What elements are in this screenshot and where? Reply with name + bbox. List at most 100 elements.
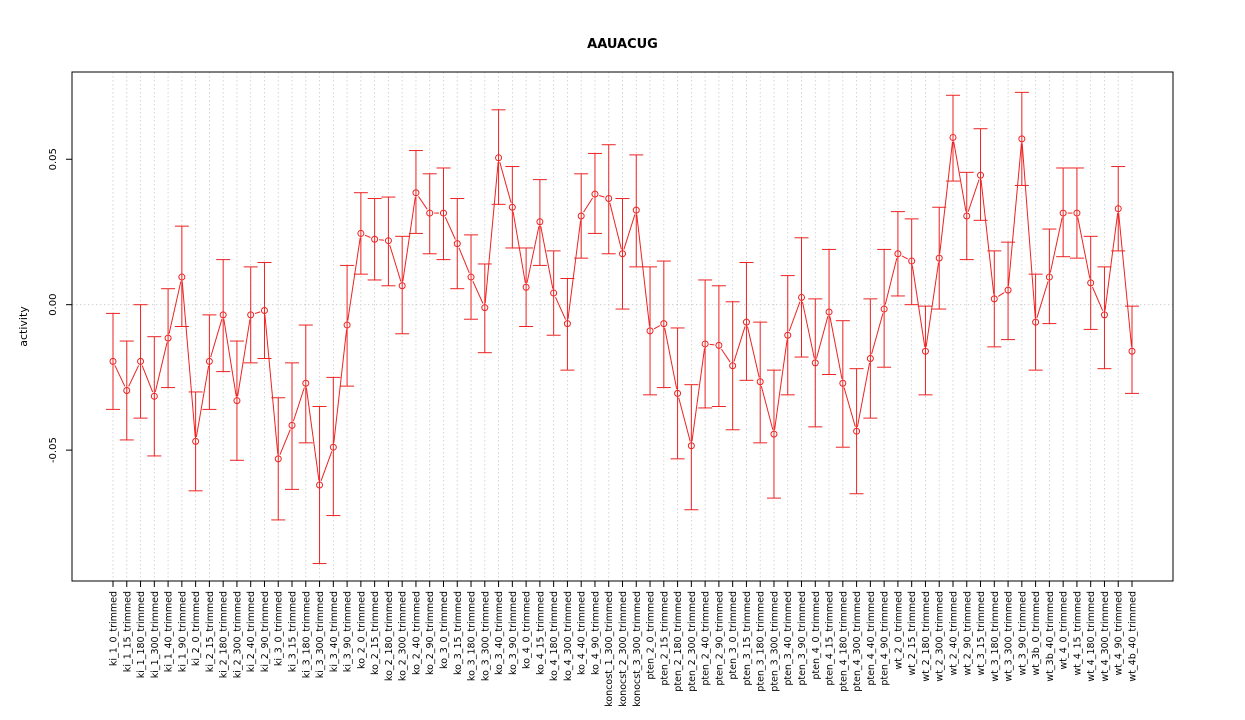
x-tick-label: pten_3_90_trimmed bbox=[797, 591, 808, 686]
series-segment bbox=[181, 281, 196, 437]
data-point bbox=[398, 282, 406, 290]
x-tick-label: ki_2_0_trimmed bbox=[191, 591, 202, 666]
data-point bbox=[825, 308, 833, 316]
x-tick-label: wt_4_180_trimmed bbox=[1086, 591, 1097, 682]
data-point bbox=[908, 257, 916, 265]
series-segment bbox=[141, 365, 154, 393]
x-tick-label: wt_4_300_trimmed bbox=[1100, 591, 1111, 682]
series-segment bbox=[223, 319, 237, 397]
x-tick-label: ko_4_40_trimmed bbox=[577, 591, 588, 675]
x-tick-label: wt_2_40_trimmed bbox=[948, 591, 959, 676]
data-point bbox=[481, 304, 489, 312]
x-tick-label: pten_2_0_trimmed bbox=[646, 591, 657, 680]
data-point bbox=[591, 190, 599, 198]
x-tick-label: pten_2_15_trimmed bbox=[659, 591, 670, 686]
x-tick-label: pten_3_300_trimmed bbox=[769, 591, 780, 692]
series-segment bbox=[653, 325, 661, 330]
series-segment bbox=[843, 387, 856, 428]
data-point bbox=[674, 389, 682, 397]
data-point bbox=[632, 206, 640, 214]
x-tick-label: ko_2_0_trimmed bbox=[356, 591, 367, 669]
series-segment bbox=[305, 387, 320, 481]
series-segment bbox=[210, 319, 223, 358]
data-point bbox=[371, 235, 379, 243]
data-point bbox=[756, 378, 764, 386]
data-point bbox=[357, 229, 365, 237]
series-segment bbox=[829, 316, 843, 379]
data-point bbox=[150, 392, 158, 400]
data-point bbox=[770, 430, 778, 438]
data-point bbox=[426, 209, 434, 217]
series-segment bbox=[746, 326, 760, 378]
data-point bbox=[894, 250, 902, 258]
data-point bbox=[715, 341, 723, 349]
data-point bbox=[536, 218, 544, 226]
data-point bbox=[1087, 279, 1095, 287]
x-tick-label: ki_3_15_trimmed bbox=[288, 591, 299, 672]
x-tick-label: pten_2_180_trimmed bbox=[673, 591, 684, 692]
x-tick-label: ki_3_40_trimmed bbox=[329, 591, 340, 672]
x-tick-label: wt_3b_40_trimmed bbox=[1045, 591, 1056, 682]
x-tick-label: ko_4_15_trimmed bbox=[535, 591, 546, 675]
series-segment bbox=[555, 296, 567, 320]
data-point bbox=[343, 321, 351, 329]
data-point bbox=[1032, 318, 1040, 326]
series-segment bbox=[540, 226, 554, 289]
data-point bbox=[439, 209, 447, 217]
series-segment bbox=[458, 247, 470, 274]
data-point bbox=[219, 311, 227, 319]
x-tick-label: ki_2_300_trimmed bbox=[232, 591, 243, 678]
series-segment bbox=[691, 348, 706, 442]
data-point bbox=[260, 307, 268, 315]
data-point bbox=[453, 240, 461, 248]
data-point bbox=[1128, 347, 1136, 355]
data-point bbox=[192, 437, 200, 445]
data-point bbox=[784, 331, 792, 339]
x-tick-label: wt_3_300_trimmed bbox=[1004, 591, 1015, 682]
series-segment bbox=[154, 342, 168, 393]
x-tick-label: wt_2_15_trimmed bbox=[907, 591, 918, 676]
data-point bbox=[949, 133, 957, 141]
x-tick-label: wt_3_90_trimmed bbox=[1017, 591, 1028, 676]
data-point bbox=[1100, 311, 1108, 319]
series-segment bbox=[128, 365, 140, 387]
x-tick-label: pten_4_300_trimmed bbox=[852, 591, 863, 692]
series-segment bbox=[967, 179, 980, 212]
series-segment bbox=[733, 326, 746, 362]
x-tick-label: ki_1_300_trimmed bbox=[150, 591, 161, 678]
series-segment bbox=[583, 197, 593, 213]
series-segment bbox=[499, 162, 512, 204]
series-segment bbox=[379, 239, 384, 241]
data-point bbox=[729, 362, 737, 370]
data-point bbox=[412, 189, 420, 197]
data-point bbox=[178, 273, 186, 281]
series-activity bbox=[106, 91, 1139, 565]
data-point bbox=[811, 359, 819, 367]
series-segment bbox=[788, 301, 801, 332]
data-point bbox=[329, 443, 337, 451]
series-segment bbox=[364, 234, 371, 238]
x-tick-label: ko_2_180_trimmed bbox=[384, 591, 395, 681]
data-point bbox=[316, 481, 324, 489]
x-tick-label: pten_2_90_trimmed bbox=[714, 591, 725, 686]
series-segment bbox=[1007, 143, 1022, 286]
data-point bbox=[1114, 205, 1122, 213]
x-tick-label: ko_3_90_trimmed bbox=[508, 591, 519, 675]
x-tick-label: pten_2_40_trimmed bbox=[701, 591, 712, 686]
series-segment bbox=[1077, 217, 1091, 279]
data-point bbox=[274, 455, 282, 463]
data-point bbox=[660, 320, 668, 328]
y-tick-label: -0.05 bbox=[48, 437, 59, 463]
data-point bbox=[977, 171, 985, 179]
data-point bbox=[495, 154, 503, 162]
data-point bbox=[880, 305, 888, 313]
series-segment bbox=[980, 179, 995, 295]
data-point bbox=[935, 254, 943, 262]
data-point bbox=[1004, 286, 1012, 294]
data-point bbox=[164, 334, 172, 342]
x-tick-label: ki_2_15_trimmed bbox=[205, 591, 216, 672]
series-segment bbox=[1092, 286, 1104, 311]
x-tick-label: ki_3_0_trimmed bbox=[274, 591, 285, 666]
series-segment bbox=[389, 244, 402, 282]
